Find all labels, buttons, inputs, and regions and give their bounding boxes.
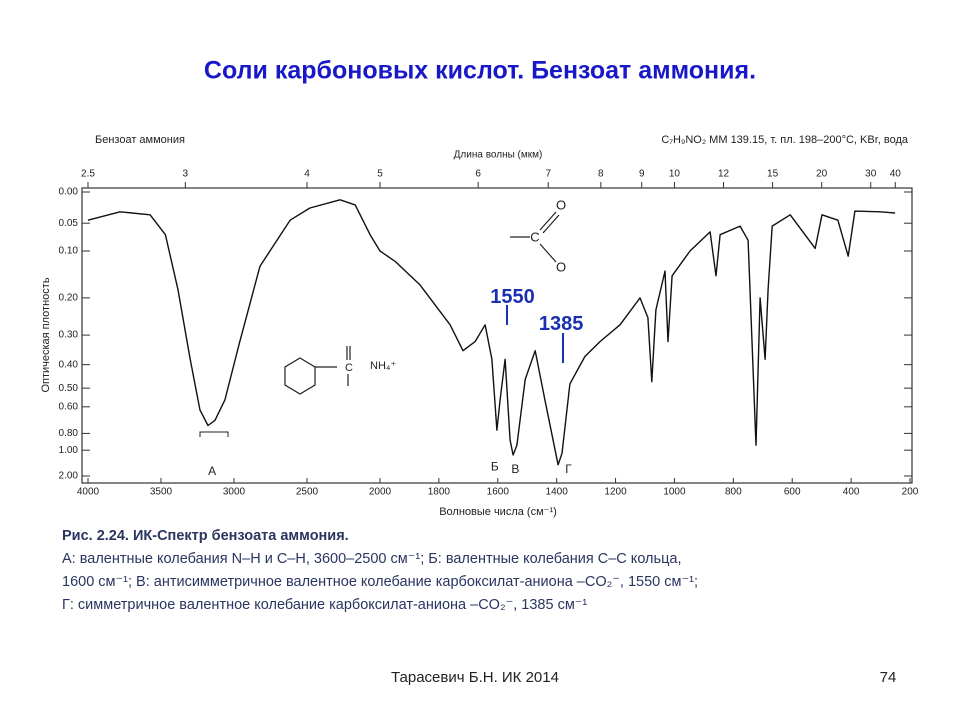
footer-author: Тарасевич Б.Н. ИК 2014 [391, 669, 559, 686]
caption-line: Рис. 2.24. ИК-Спектр бензоата аммония. [62, 528, 349, 544]
x2-tick-label: 6 [475, 169, 481, 180]
annotation: 1550 [490, 286, 535, 308]
structure-label: O [556, 259, 566, 274]
x-tick-label: 400 [843, 487, 860, 498]
y-tick-label: 0.30 [59, 330, 79, 341]
y-tick-label: 2.00 [59, 471, 79, 482]
x-tick-label: 1000 [663, 487, 686, 498]
annotation: А [208, 464, 216, 478]
x2-tick-label: 40 [890, 169, 902, 180]
x2-tick-label: 15 [767, 169, 779, 180]
x-tick-label: 1200 [604, 487, 627, 498]
x-tick-label: 3500 [150, 487, 173, 498]
caption-line: Г: симметричное валентное колебание карб… [62, 597, 587, 613]
y-tick-label: 1.00 [59, 445, 79, 456]
annotation: В [511, 462, 519, 476]
annotation: Б [491, 460, 499, 474]
x2-tick-label: 8 [598, 169, 604, 180]
x-tick-label: 600 [784, 487, 801, 498]
structure-label: C [530, 229, 539, 244]
x-tick-label: 3000 [223, 487, 246, 498]
x-tick-label: 2500 [296, 487, 319, 498]
x2-tick-label: 30 [865, 169, 877, 180]
x2-label: Длина волны (мкм) [454, 150, 543, 161]
chart-title: Бензоат аммония [95, 134, 185, 146]
y-tick-label: 0.10 [59, 246, 79, 257]
benzoate-structure [284, 346, 351, 395]
x-tick-label: 4000 [77, 487, 100, 498]
y-label: Оптическая плотность [40, 277, 52, 392]
x2-tick-label: 3 [183, 169, 189, 180]
x-tick-label: 200 [902, 487, 919, 498]
x2-tick-label: 4 [304, 169, 310, 180]
x2-tick-label: 20 [816, 169, 828, 180]
x-tick-label: 1600 [487, 487, 510, 498]
plot-frame [81, 187, 913, 484]
x2-tick-label: 12 [718, 169, 730, 180]
x2-tick-label: 5 [377, 169, 383, 180]
x-label: Волновые числа (см⁻¹) [439, 506, 557, 518]
annotation: Г [565, 462, 572, 476]
y-tick-label: 0.05 [59, 218, 79, 229]
x-tick-label: 2000 [369, 487, 392, 498]
y-tick-label: 0.00 [59, 187, 79, 198]
structure-label: C [345, 362, 353, 374]
x2-tick-label: 9 [639, 169, 645, 180]
chart-subtitle: C₇H₉NO₂ MM 139.15, т. пл. 198–200°C, KBr… [661, 134, 909, 146]
y-tick-label: 0.40 [59, 359, 79, 370]
x-tick-label: 1800 [428, 487, 451, 498]
structure-label: O [556, 197, 566, 212]
carboxylate-structure [510, 211, 560, 263]
y-tick-label: 0.20 [59, 293, 79, 304]
spectrum-line [87, 199, 896, 466]
structure-label: NH₄⁺ [370, 360, 396, 372]
x-tick-label: 1400 [546, 487, 569, 498]
caption: Рис. 2.24. ИК-Спектр бензоата аммония. А:… [62, 528, 698, 613]
y-tick-label: 0.50 [59, 383, 79, 394]
bracket [199, 431, 229, 437]
caption-line: 1600 см⁻¹; В: антисимметричное валентное… [62, 574, 698, 590]
annotation-leaders [506, 305, 564, 363]
slide-title: Соли карбоновых кислот. Бензоат аммония. [204, 57, 756, 85]
annotation: 1385 [539, 313, 584, 335]
x2-tick-label: 2.5 [81, 169, 95, 180]
y-tick-label: 0.80 [59, 428, 79, 439]
x-tick-label: 800 [725, 487, 742, 498]
caption-line: А: валентные колебания N–H и C–H, 3600–2… [62, 551, 681, 567]
y-tick-label: 0.60 [59, 401, 79, 412]
page-number: 74 [880, 669, 897, 686]
x2-tick-label: 7 [545, 169, 551, 180]
x2-tick-label: 10 [669, 169, 681, 180]
